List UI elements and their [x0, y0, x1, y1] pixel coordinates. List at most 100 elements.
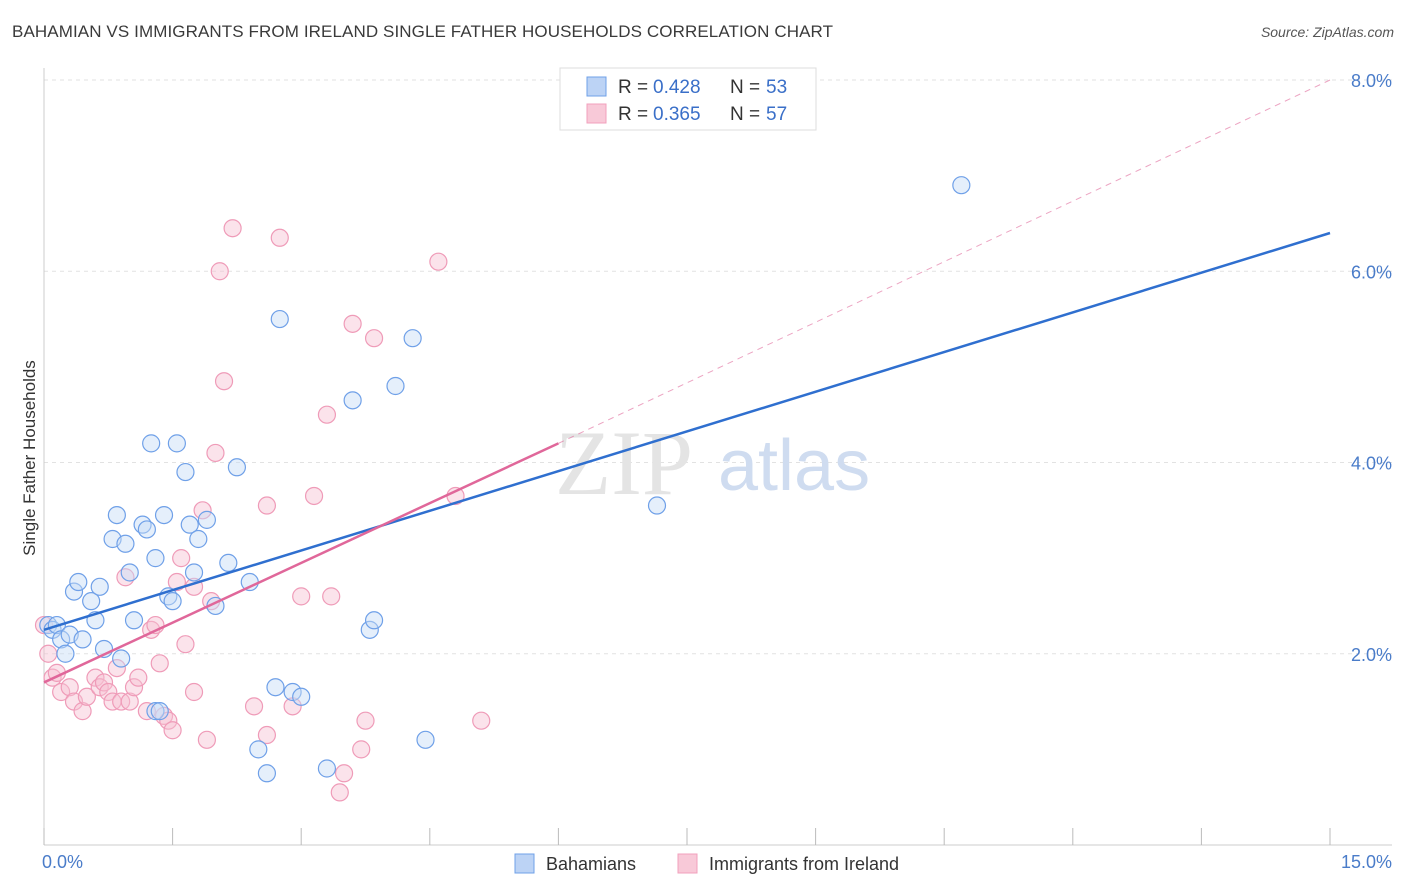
ireland-point-27 [172, 549, 191, 568]
tick-labels: 2.0% 4.0% 6.0% 8.0% 0.0% 15.0% [42, 71, 1392, 872]
ireland-point-49 [352, 740, 371, 759]
ireland-point-54 [472, 711, 491, 730]
ireland-point-0 [39, 644, 58, 663]
ireland-n-value: 57 [766, 104, 787, 125]
axes [43, 68, 1392, 846]
bahamian-point-9 [82, 592, 101, 611]
watermark: ZIP atlas [555, 412, 870, 514]
bahamian-point-52 [112, 649, 131, 668]
ireland-point-35 [210, 262, 229, 281]
ireland-point-30 [184, 682, 204, 702]
bahamian-point-44 [364, 611, 384, 630]
bahamian-point-25 [167, 434, 186, 453]
trend-line-2 [558, 79, 1331, 444]
bahamian-point-46 [403, 329, 422, 348]
bahamian-point-21 [146, 549, 165, 568]
grid-lines [44, 79, 1392, 655]
bahamian-point-51 [150, 702, 169, 721]
ireland-point-6 [73, 702, 92, 721]
ireland-r-value: 0.365 [653, 104, 701, 125]
source-label: Source: ZipAtlas.com [1260, 24, 1394, 40]
series-legend: Bahamians Immigrants from Ireland [514, 853, 899, 874]
bahamian-point-14 [107, 505, 126, 525]
bahamian-point-30 [197, 510, 216, 529]
ireland-point-51 [364, 329, 384, 348]
bahamian-point-49 [952, 176, 971, 195]
ireland-point-25 [163, 721, 182, 740]
ireland-point-32 [197, 730, 216, 749]
ireland-n-label: N = [730, 104, 760, 125]
bahamian-point-37 [266, 678, 285, 697]
ireland-point-36 [214, 372, 234, 391]
bahamian-point-4 [56, 644, 75, 663]
bahamian-point-3 [52, 630, 71, 649]
ireland-point-52 [429, 252, 448, 271]
trend-line-1 [43, 442, 559, 684]
bahamian-point-17 [124, 611, 144, 630]
bahamian-point-33 [227, 458, 246, 477]
bahamian-point-47 [416, 730, 435, 749]
ireland-point-4 [60, 678, 79, 697]
bahamian-point-11 [90, 577, 109, 596]
ireland-point-31 [193, 501, 212, 520]
bahamian-point-50 [146, 702, 165, 721]
ireland-point-44 [304, 486, 324, 506]
ireland-point-37 [223, 219, 242, 238]
ireland-point-38 [244, 697, 264, 716]
bahamian-point-27 [180, 515, 199, 534]
ireland-point-3 [52, 682, 71, 702]
trend-line-0 [43, 231, 1331, 632]
legend-bahamians-swatch [514, 853, 535, 874]
ireland-point-17 [124, 678, 144, 697]
legend-ireland-label: Immigrants from Ireland [709, 854, 899, 874]
ireland-point-45 [317, 405, 337, 424]
bahamian-point-42 [343, 391, 362, 410]
chart-title: BAHAMIAN VS IMMIGRANTS FROM IRELAND SING… [12, 22, 834, 41]
bahamian-point-28 [184, 563, 204, 582]
bahamian-point-15 [116, 534, 135, 553]
y-tick-label-0: 2.0% [1351, 645, 1392, 665]
ireland-point-41 [270, 228, 289, 247]
ireland-point-7 [77, 687, 96, 706]
bahamian-point-16 [120, 563, 139, 582]
y-tick-label-1: 4.0% [1351, 454, 1392, 474]
ireland-swatch [586, 103, 607, 124]
bahamian-point-29 [189, 529, 208, 549]
watermark-zip: ZIP [555, 412, 693, 514]
bahamian-point-43 [360, 620, 379, 639]
y-axis-label: Single Father Households [20, 360, 39, 556]
bahamian-point-41 [317, 759, 337, 778]
bahamian-point-7 [69, 572, 88, 592]
bahamian-point-38 [270, 309, 289, 329]
ireland-point-28 [176, 635, 195, 654]
trend-lines [43, 79, 1331, 684]
bahamian-point-20 [142, 434, 161, 453]
ireland-point-55 [330, 783, 349, 802]
bahamian-point-22 [154, 505, 174, 525]
ireland-point-8 [86, 668, 105, 687]
ireland-point-11 [99, 682, 118, 702]
bahamian-point-39 [283, 682, 302, 702]
ireland-r-label: R = [618, 104, 648, 125]
bahamian-point-24 [163, 592, 182, 611]
bahamian-point-45 [386, 376, 405, 396]
bahamians-swatch [586, 76, 607, 97]
x-tick-label-1: 15.0% [1341, 852, 1392, 872]
bahamian-point-35 [249, 740, 268, 759]
bahamian-point-32 [219, 553, 238, 573]
ireland-point-16 [120, 692, 139, 711]
bahamian-point-26 [176, 462, 195, 482]
ireland-point-10 [94, 673, 114, 692]
bahamians-r-value: 0.428 [653, 77, 701, 98]
ireland-point-13 [107, 658, 126, 678]
y-tick-label-3: 8.0% [1351, 71, 1392, 91]
ireland-point-40 [257, 725, 277, 745]
ireland-point-48 [343, 314, 362, 333]
ireland-points [34, 219, 491, 802]
bahamian-point-40 [292, 687, 311, 706]
ireland-point-47 [334, 764, 354, 783]
bahamians-n-value: 53 [766, 77, 787, 98]
bahamian-point-36 [257, 764, 277, 783]
stats-legend: R = 0.428 N = 53 R = 0.365 N = 57 [559, 67, 817, 131]
